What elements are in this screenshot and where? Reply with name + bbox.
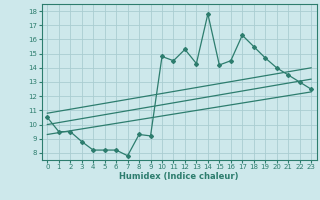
X-axis label: Humidex (Indice chaleur): Humidex (Indice chaleur) [119, 172, 239, 181]
